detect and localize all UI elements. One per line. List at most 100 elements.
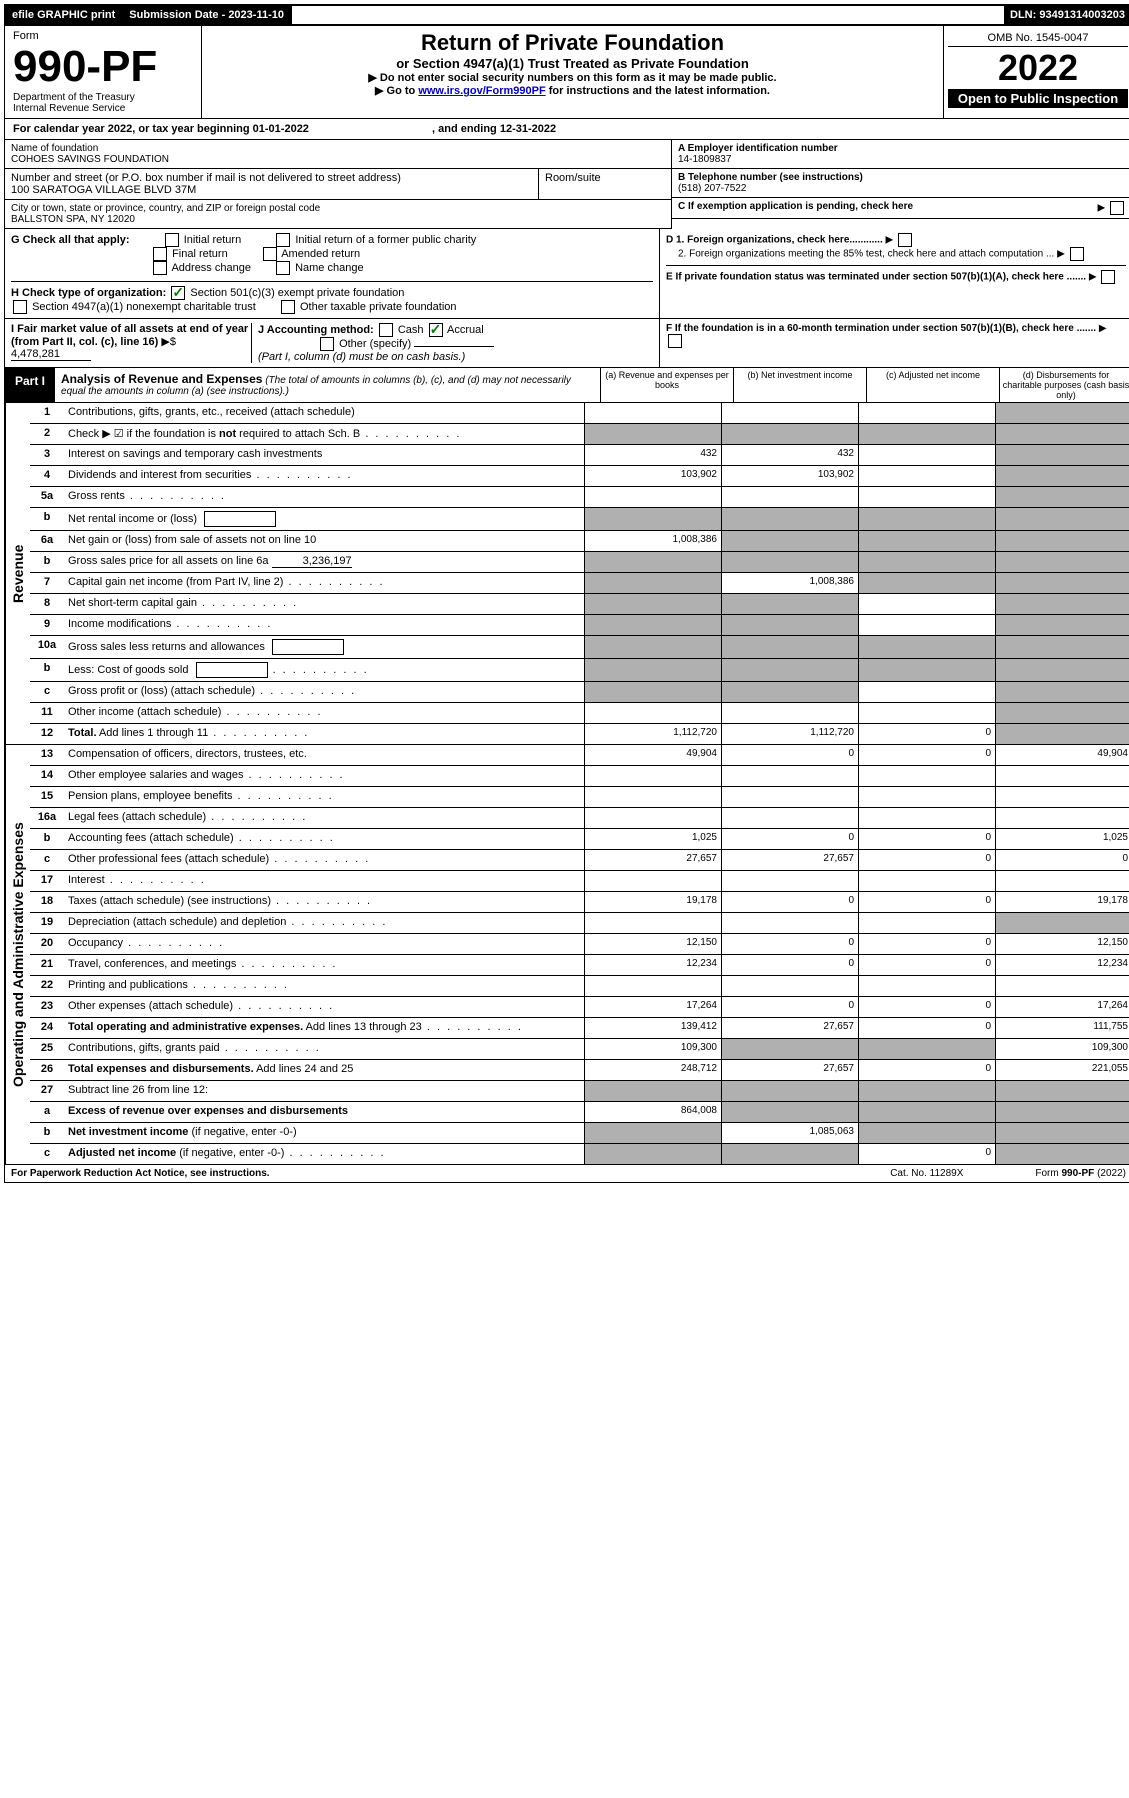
value-cell: 103,902 (721, 466, 858, 486)
table-row: 4Dividends and interest from securities1… (30, 466, 1129, 487)
instr-link[interactable]: www.irs.gov/Form990PF (418, 85, 545, 97)
return-subtitle: or Section 4947(a)(1) Trust Treated as P… (206, 56, 939, 71)
name-label: Name of foundation (11, 143, 665, 154)
table-row: 12Total. Add lines 1 through 111,112,720… (30, 724, 1129, 744)
h-4947[interactable] (13, 300, 27, 314)
value-cell: 49,904 (995, 745, 1129, 765)
ein-cell: A Employer identification number 14-1809… (672, 140, 1129, 169)
value-cell: 109,300 (995, 1039, 1129, 1059)
g-row: G Check all that apply: Initial return I… (11, 233, 653, 275)
line-number: b (30, 1123, 64, 1143)
g-address[interactable] (153, 261, 167, 275)
c-checkbox[interactable] (1110, 201, 1124, 215)
line-number: 7 (30, 573, 64, 593)
line-description: Contributions, gifts, grants paid (64, 1039, 584, 1059)
i-label: I Fair market value of all assets at end… (11, 323, 248, 348)
table-row: bLess: Cost of goods sold (30, 659, 1129, 682)
value-cell (858, 508, 995, 530)
line-description: Net gain or (loss) from sale of assets n… (64, 531, 584, 551)
g-final[interactable] (153, 247, 167, 261)
value-cell: 109,300 (584, 1039, 721, 1059)
checks-section: G Check all that apply: Initial return I… (4, 229, 1129, 319)
footer-mid: Cat. No. 11289X (884, 1165, 969, 1182)
d1-checkbox[interactable] (898, 233, 912, 247)
h-501c3[interactable] (171, 286, 185, 300)
value-cell (858, 682, 995, 702)
g-initial-former[interactable] (276, 233, 290, 247)
value-cell (584, 1081, 721, 1101)
line-description: Net investment income (if negative, ente… (64, 1123, 584, 1143)
d2-checkbox[interactable] (1070, 247, 1084, 261)
value-cell: 0 (995, 850, 1129, 870)
header-center: Return of Private Foundation or Section … (202, 26, 943, 118)
line-description: Accounting fees (attach schedule) (64, 829, 584, 849)
line-number: 15 (30, 787, 64, 807)
value-cell (858, 573, 995, 593)
line-description: Legal fees (attach schedule) (64, 808, 584, 828)
value-cell: 1,025 (995, 829, 1129, 849)
table-row: 9Income modifications (30, 615, 1129, 636)
value-cell: 1,085,063 (721, 1123, 858, 1143)
table-row: 22Printing and publications (30, 976, 1129, 997)
line-number: 16a (30, 808, 64, 828)
value-cell (721, 787, 858, 807)
line-number: 21 (30, 955, 64, 975)
line-description: Gross profit or (loss) (attach schedule) (64, 682, 584, 702)
part1-label: Part I (5, 368, 55, 402)
ein-label: A Employer identification number (678, 143, 1126, 154)
j-cash[interactable] (379, 323, 393, 337)
i-block: I Fair market value of all assets at end… (11, 323, 251, 363)
value-cell: 27,657 (584, 850, 721, 870)
phone-label: B Telephone number (see instructions) (678, 172, 1126, 183)
value-cell: 27,657 (721, 1060, 858, 1080)
value-cell: 1,112,720 (721, 724, 858, 744)
table-row: 7Capital gain net income (from Part IV, … (30, 573, 1129, 594)
form-number: 990-PF (13, 42, 193, 92)
city-label: City or town, state or province, country… (11, 203, 665, 214)
h-other-tax[interactable] (281, 300, 295, 314)
table-row: bGross sales price for all assets on lin… (30, 552, 1129, 573)
line-number: 22 (30, 976, 64, 996)
line-number: 6a (30, 531, 64, 551)
value-cell (721, 1039, 858, 1059)
cal-end: 12-31-2022 (500, 123, 556, 135)
e-checkbox[interactable] (1101, 270, 1115, 284)
value-cell: 19,178 (584, 892, 721, 912)
line-description: Total expenses and disbursements. Add li… (64, 1060, 584, 1080)
j-other[interactable] (320, 337, 334, 351)
value-cell (721, 808, 858, 828)
line-number: 24 (30, 1018, 64, 1038)
irs: Internal Revenue Service (13, 103, 193, 114)
entity-info: Name of foundation COHOES SAVINGS FOUNDA… (4, 140, 1129, 229)
value-cell (995, 808, 1129, 828)
table-row: 20Occupancy12,1500012,150 (30, 934, 1129, 955)
line-number: 23 (30, 997, 64, 1017)
line-number: 14 (30, 766, 64, 786)
line-number: b (30, 552, 64, 572)
room-suite: Room/suite (538, 169, 671, 200)
header-right: OMB No. 1545-0047 2022 Open to Public In… (943, 26, 1129, 118)
value-cell (995, 913, 1129, 933)
g-amended[interactable] (263, 247, 277, 261)
value-cell: 27,657 (721, 850, 858, 870)
table-row: 19Depreciation (attach schedule) and dep… (30, 913, 1129, 934)
value-cell (995, 573, 1129, 593)
value-cell (858, 487, 995, 507)
f-checkbox[interactable] (668, 334, 682, 348)
value-cell (858, 808, 995, 828)
line-number: a (30, 1102, 64, 1122)
value-cell (995, 659, 1129, 681)
value-cell: 0 (858, 1018, 995, 1038)
g-name[interactable] (276, 261, 290, 275)
line-description: Other professional fees (attach schedule… (64, 850, 584, 870)
g-initial[interactable] (165, 233, 179, 247)
line-description: Net rental income or (loss) (64, 508, 584, 530)
value-cell (858, 552, 995, 572)
j-accrual[interactable] (429, 323, 443, 337)
line-number: 3 (30, 445, 64, 465)
value-cell: 49,904 (584, 745, 721, 765)
value-cell (721, 424, 858, 444)
value-cell: 103,902 (584, 466, 721, 486)
line-description: Gross rents (64, 487, 584, 507)
table-row: 5aGross rents (30, 487, 1129, 508)
